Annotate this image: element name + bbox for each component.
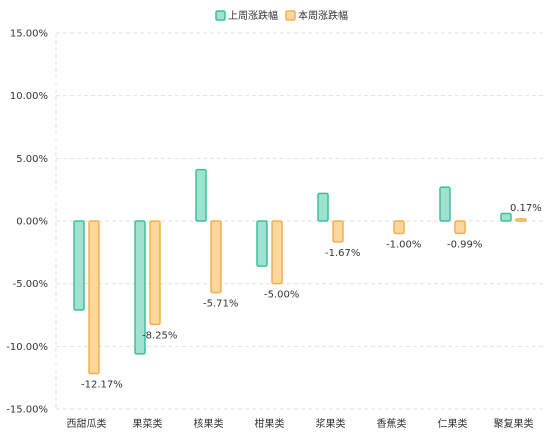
data-label: -0.99% [447,239,482,250]
y-tick-label: 15.00% [10,29,48,40]
data-label: -8.25% [142,330,177,341]
bar-last-week-4 [317,192,329,222]
legend-swatch [285,10,296,21]
bar-this-week-4 [332,220,344,243]
bar-this-week-3 [271,220,283,285]
bar-last-week-1 [134,220,146,355]
y-tick-label: -10.00% [6,342,48,353]
y-tick-label: -15.00% [6,405,48,416]
bar-this-week-6 [454,220,466,235]
bar-last-week-3 [256,220,268,267]
bar-last-week-7 [500,212,512,222]
bar-last-week-2 [195,168,207,222]
x-axis: 西甜瓜类 果菜类 核果类 柑果类 浆果类 香蕉类 仁果类 聚复果类 [67,417,534,430]
data-label: 0.17% [510,203,542,214]
bar-this-week-7 [515,218,527,222]
legend: 上周涨跌幅 本周涨跌幅 [215,9,348,22]
x-tick-label: 柑果类 [255,417,285,430]
x-tick-label: 仁果类 [438,417,468,430]
data-label: -1.00% [386,240,421,251]
y-tick-label: 10.00% [10,91,48,102]
legend-swatch [215,10,226,21]
data-label: -12.17% [81,380,123,391]
x-tick-label: 西甜瓜类 [67,417,107,430]
y-axis: 15.00% 10.00% 5.00% 0.00% -5.00% -10.00% -15.0… [6,29,48,416]
bar-this-week-5 [393,220,405,235]
y-tick-label: 0.00% [16,217,48,228]
data-label: -5.00% [264,290,299,301]
bars [73,168,527,375]
x-tick-label: 浆果类 [316,417,346,430]
x-tick-label: 果菜类 [133,417,163,430]
grid [55,32,544,410]
bar-this-week-2 [210,220,222,294]
bar-last-week-6 [439,186,451,222]
bar-last-week-0 [73,220,85,311]
data-label: -1.67% [325,248,360,259]
data-label: -5.71% [203,299,238,310]
legend-label: 上周涨跌幅 [228,9,278,22]
y-tick-label: -5.00% [13,279,48,290]
data-labels: -12.17% -8.25% -5.71% -5.00% -1.67% -1.00% -0.… [81,203,542,391]
x-tick-label: 核果类 [194,417,224,430]
bar-this-week-1 [149,220,161,326]
bar-this-week-0 [88,220,100,375]
y-tick-label: 5.00% [16,154,48,165]
x-tick-label: 聚复果类 [494,417,534,430]
x-tick-label: 香蕉类 [377,417,407,430]
legend-label: 本周涨跌幅 [298,9,348,22]
